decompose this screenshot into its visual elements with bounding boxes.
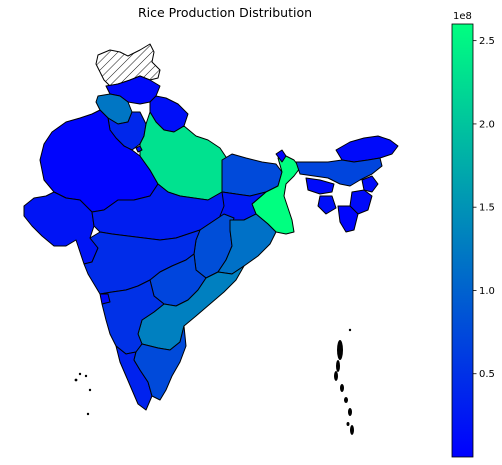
island-mark bbox=[84, 374, 88, 378]
region-nagaland bbox=[361, 175, 379, 193]
colorbar-multiplier: 1e8 bbox=[453, 11, 472, 22]
region-assam bbox=[295, 157, 383, 187]
island-mark bbox=[78, 372, 82, 376]
region-goa bbox=[99, 293, 111, 305]
island-mark bbox=[348, 328, 352, 332]
region-meghalaya bbox=[305, 177, 335, 195]
region-sikkim bbox=[275, 149, 287, 163]
island-mark bbox=[350, 425, 354, 435]
colorbar-gradient bbox=[451, 23, 474, 458]
colorbar-tick-label: 1.0 bbox=[479, 286, 495, 297]
island-mark bbox=[340, 384, 344, 392]
island-mark bbox=[74, 378, 78, 382]
colorbar-tick-label: 2.5 bbox=[479, 36, 495, 47]
map-title: Rice Production Distribution bbox=[137, 5, 313, 20]
region-tamil-nadu bbox=[133, 325, 187, 401]
region-delhi bbox=[135, 145, 143, 153]
island-mark bbox=[346, 422, 350, 426]
region-tripura bbox=[317, 195, 337, 215]
region-mizoram bbox=[337, 205, 359, 233]
island-mark bbox=[336, 360, 340, 372]
island-mark bbox=[86, 412, 90, 416]
island-mark bbox=[88, 388, 92, 392]
island-mark bbox=[334, 371, 338, 381]
island-mark bbox=[344, 397, 348, 403]
colorbar-tick-label: 0.5 bbox=[479, 369, 495, 380]
island-mark bbox=[337, 340, 343, 360]
colorbar-tick-label: 1.5 bbox=[479, 203, 495, 214]
region-karnataka bbox=[99, 279, 165, 355]
island-mark bbox=[348, 408, 352, 416]
region-odisha bbox=[217, 213, 277, 275]
colorbar-tick-label: 2.0 bbox=[479, 119, 495, 130]
region-jammu-kashmir bbox=[95, 43, 161, 87]
